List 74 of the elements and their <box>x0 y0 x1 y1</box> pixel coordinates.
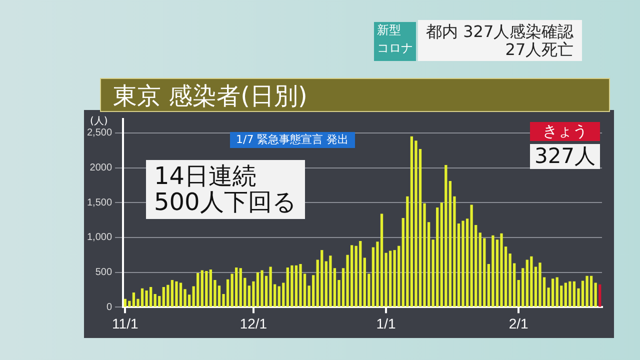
bar <box>226 279 230 307</box>
bar <box>556 277 558 307</box>
text: 都内 327人感染確認 27人死亡 <box>418 20 582 62</box>
bar <box>158 296 161 307</box>
x-tick-label: 1/1 <box>376 315 396 332</box>
bar <box>350 245 354 307</box>
y-tick-label: 2,500 <box>86 128 112 139</box>
bar <box>154 294 156 307</box>
text: コロナ <box>374 41 416 61</box>
bar <box>248 286 251 307</box>
bar <box>586 276 588 307</box>
bar <box>462 220 464 307</box>
bar <box>290 265 294 307</box>
bar <box>294 265 298 307</box>
bar <box>572 281 576 307</box>
bar <box>132 292 136 307</box>
annotation: きょう <box>530 122 600 140</box>
bar <box>492 235 494 307</box>
bar <box>470 204 473 307</box>
y-tick-label: 1,500 <box>86 197 112 208</box>
bar <box>320 250 324 307</box>
bar <box>179 282 182 307</box>
bar <box>299 264 302 307</box>
bar <box>538 262 542 307</box>
bar <box>530 256 533 307</box>
bar <box>398 246 400 307</box>
bar <box>140 288 144 307</box>
bar <box>448 181 452 307</box>
bar <box>256 272 260 307</box>
annotation: 1/7 緊急事態宣言 発出 <box>230 132 355 148</box>
x-tick-label: 11/1 <box>112 315 138 332</box>
bar <box>239 268 242 307</box>
x-tick-label: 12/1 <box>240 315 268 332</box>
bar <box>282 282 285 307</box>
bar <box>393 250 396 307</box>
bar <box>196 273 200 307</box>
bar <box>170 280 174 307</box>
y-tick-label: 2000 <box>90 162 112 174</box>
bar <box>175 281 178 307</box>
x-tick-label: 2/1 <box>508 315 529 332</box>
bar <box>388 250 392 307</box>
bar <box>594 282 597 307</box>
bar <box>500 233 503 307</box>
annotation: 327人 <box>530 144 600 170</box>
y-axis-title: (人) <box>90 114 108 128</box>
bar <box>522 268 524 307</box>
bar <box>568 281 572 307</box>
bar <box>260 270 264 307</box>
bar <box>436 208 439 307</box>
bar <box>278 286 280 307</box>
annotation: 14日連続 500人下回る <box>146 160 305 219</box>
bar <box>205 270 208 307</box>
bar <box>200 270 204 307</box>
bar <box>444 165 448 307</box>
bar <box>410 136 414 307</box>
bar <box>478 232 482 307</box>
bar <box>551 278 554 307</box>
chart-title: 東京 感染者(日別) <box>100 78 610 112</box>
bar <box>209 270 212 307</box>
bar <box>269 266 272 307</box>
bar <box>598 284 602 307</box>
bar <box>235 267 238 307</box>
y-tick-label: 1,000 <box>86 232 112 244</box>
bar <box>380 214 384 307</box>
bar <box>145 290 148 307</box>
bar <box>329 256 332 307</box>
text: 新型 <box>374 22 416 42</box>
bar <box>359 240 362 307</box>
y-tick-label: 500 <box>95 267 112 278</box>
bar <box>414 140 418 307</box>
y-tick-label: 0 <box>106 302 112 313</box>
bar <box>149 286 152 307</box>
bar <box>406 196 409 307</box>
bar <box>590 276 593 307</box>
